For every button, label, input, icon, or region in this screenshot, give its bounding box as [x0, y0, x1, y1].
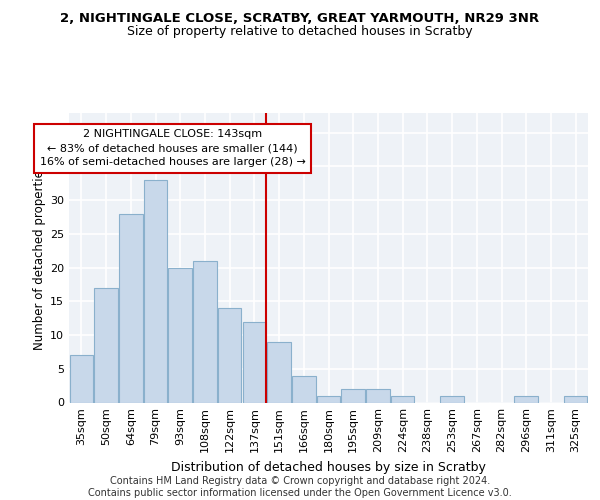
Bar [218, 308, 241, 402]
Bar [193, 261, 217, 402]
Bar [366, 389, 389, 402]
Bar [317, 396, 340, 402]
Bar [94, 288, 118, 403]
Bar [144, 180, 167, 402]
Bar [169, 268, 192, 402]
Bar [70, 356, 93, 403]
Text: Size of property relative to detached houses in Scratby: Size of property relative to detached ho… [127, 25, 473, 38]
Bar [440, 396, 464, 402]
Bar [391, 396, 415, 402]
Bar [341, 389, 365, 402]
Bar [119, 214, 143, 402]
Text: Contains HM Land Registry data © Crown copyright and database right 2024.: Contains HM Land Registry data © Crown c… [110, 476, 490, 486]
Text: 2, NIGHTINGALE CLOSE, SCRATBY, GREAT YARMOUTH, NR29 3NR: 2, NIGHTINGALE CLOSE, SCRATBY, GREAT YAR… [61, 12, 539, 26]
Text: 2 NIGHTINGALE CLOSE: 143sqm
← 83% of detached houses are smaller (144)
16% of se: 2 NIGHTINGALE CLOSE: 143sqm ← 83% of det… [40, 130, 306, 168]
Bar [514, 396, 538, 402]
Text: Contains public sector information licensed under the Open Government Licence v3: Contains public sector information licen… [88, 488, 512, 498]
Y-axis label: Number of detached properties: Number of detached properties [33, 164, 46, 350]
Bar [564, 396, 587, 402]
Bar [292, 376, 316, 402]
Bar [242, 322, 266, 402]
X-axis label: Distribution of detached houses by size in Scratby: Distribution of detached houses by size … [171, 461, 486, 474]
Bar [268, 342, 291, 402]
